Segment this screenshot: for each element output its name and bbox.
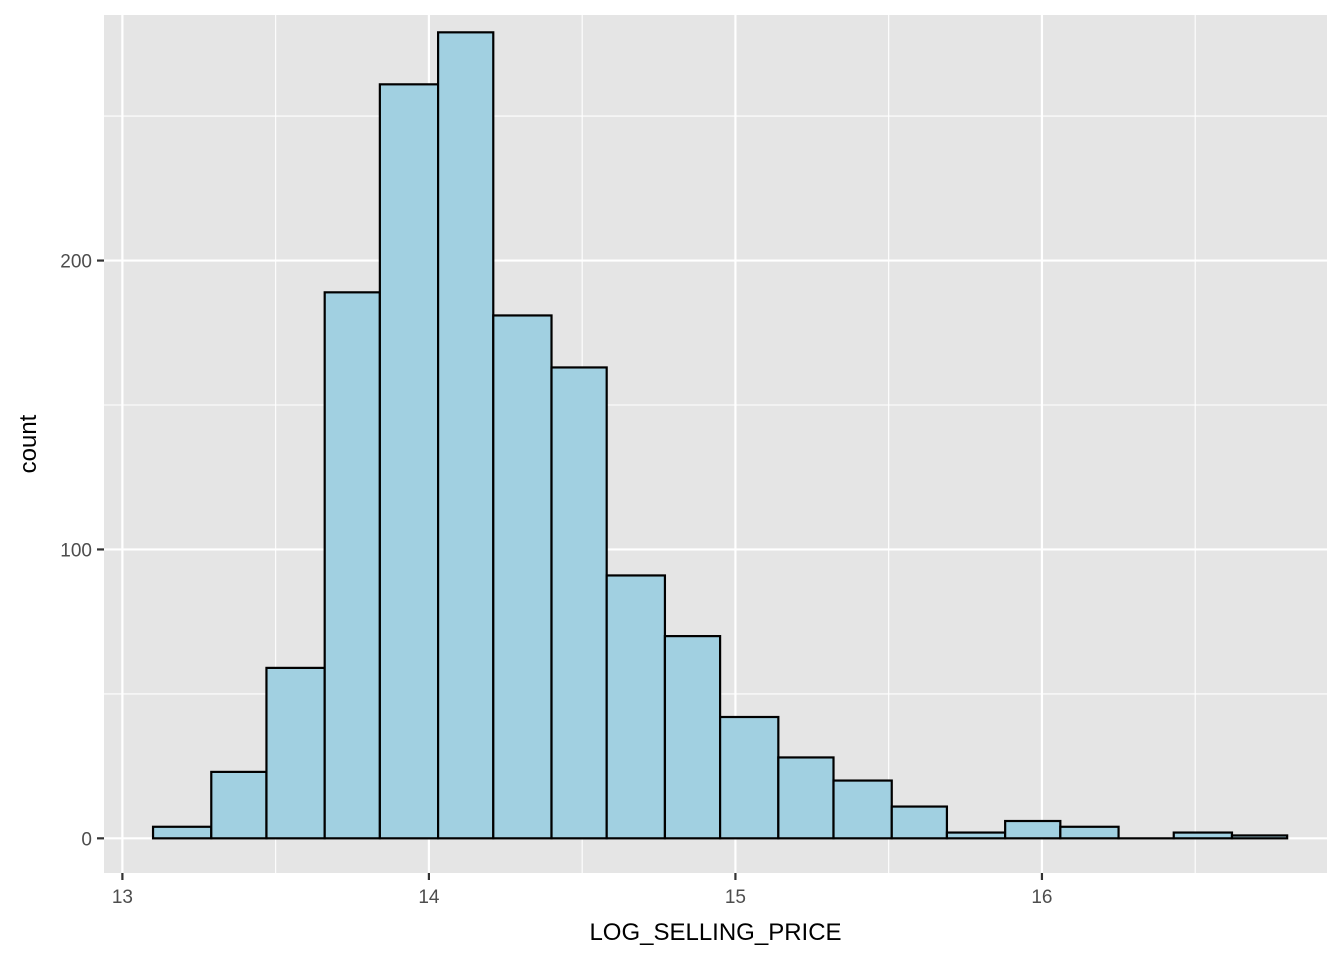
histogram-bar — [151, 825, 213, 840]
histogram-bar — [210, 770, 268, 840]
y-tick-label: 0 — [81, 829, 92, 850]
histogram-bar — [890, 805, 949, 840]
histogram-bar — [777, 756, 835, 840]
axis-ticks — [97, 259, 1044, 880]
histogram-bar — [1172, 831, 1234, 840]
histogram-bar — [1230, 834, 1289, 840]
y-tick-label: 200 — [60, 252, 92, 273]
histogram-bar — [265, 666, 326, 840]
histogram-bar — [832, 779, 893, 840]
histogram-bar — [323, 291, 381, 840]
x-tick-label: 14 — [418, 887, 440, 908]
histogram-bar — [945, 831, 1007, 840]
axis-tick-labels: 13 14 15 16 0 100 200 — [60, 252, 1052, 908]
x-tick-label: 16 — [1031, 887, 1052, 908]
histogram-bar — [605, 574, 667, 840]
histogram-bar — [437, 31, 495, 840]
histogram-bar — [378, 83, 440, 840]
x-tick-label: 13 — [112, 887, 133, 908]
histogram-bar — [550, 366, 608, 840]
histogram-bars — [151, 31, 1289, 840]
histogram-bar — [1004, 819, 1062, 840]
x-axis-title: LOG_SELLING_PRICE — [589, 919, 841, 946]
histogram-bar — [663, 635, 722, 840]
x-tick-label: 15 — [725, 887, 746, 908]
histogram-bar — [1059, 825, 1120, 840]
histogram-bar — [492, 314, 553, 840]
y-tick-label: 100 — [60, 540, 92, 561]
y-axis-title: count — [15, 414, 42, 473]
histogram-bar — [718, 715, 780, 840]
